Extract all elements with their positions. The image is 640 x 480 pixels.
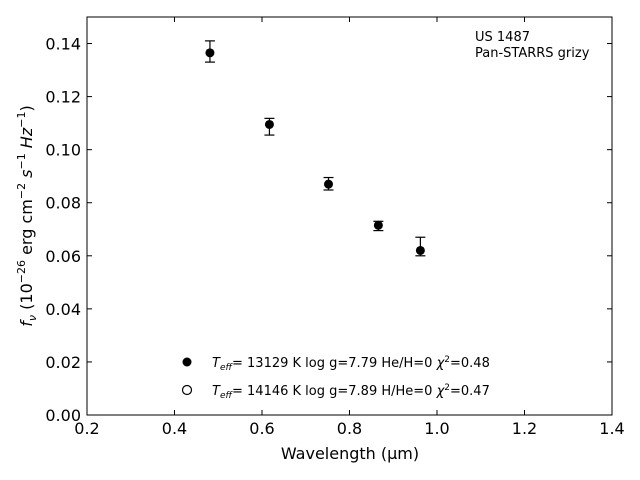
plot-area	[86, 16, 613, 416]
x-tick-label: 1.0	[424, 419, 449, 438]
tick-labels: 0.2 0.4 0.6 0.8 1.0 1.2 1.4 0.00 0.02 0.04 0.06 0.0…	[45, 35, 624, 438]
y-axis-label: fν (10−26 erg cm−2 s−1 Hz−1)	[15, 105, 39, 326]
y-tick-label: 0.04	[45, 300, 81, 319]
x-tick-label: 1.2	[512, 419, 537, 438]
legend: Teff= 13129 K log g=7.79 He/H=0 χ2=0.48 T…	[181, 355, 490, 401]
annotation-survey: Pan-STARRS grizy	[475, 46, 590, 61]
legend-label: Teff= 14146 K log g=7.89 H/He=0 χ2=0.47	[212, 383, 490, 401]
data-point	[264, 119, 274, 129]
x-tick-label: 0.8	[337, 419, 362, 438]
x-axis-label: Wavelength (μm)	[281, 444, 419, 463]
data-point	[415, 245, 425, 255]
legend-marker-filled	[182, 357, 192, 367]
data-point	[324, 179, 333, 189]
data-points	[204, 40, 426, 257]
ticks	[86, 17, 613, 416]
x-tick-label: 0.2	[74, 419, 99, 438]
y-tick-label: 0.08	[45, 194, 81, 213]
data-point	[373, 220, 383, 230]
x-tick-label: 0.6	[249, 419, 274, 438]
x-tick-label: 1.4	[599, 419, 624, 438]
y-tick-label: 0.00	[45, 406, 81, 425]
y-tick-label: 0.02	[45, 353, 81, 372]
annotation-object-name: US 1487	[475, 30, 530, 45]
legend-marker-open	[181, 384, 193, 396]
y-tick-label: 0.10	[45, 141, 81, 160]
y-tick-label: 0.06	[45, 247, 81, 266]
legend-label: Teff= 13129 K log g=7.79 He/H=0 χ2=0.48	[212, 355, 490, 373]
y-tick-label: 0.14	[45, 35, 81, 54]
y-tick-label: 0.12	[45, 88, 81, 107]
x-tick-label: 0.4	[162, 419, 187, 438]
data-point	[205, 48, 215, 58]
